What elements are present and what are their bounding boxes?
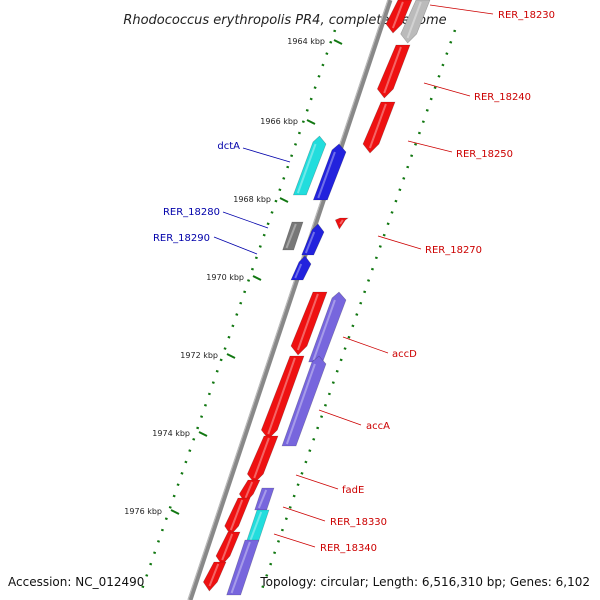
kbp-ticks: 1964 kbp 1966 kbp 1968 kbp 1970 kbp 1972 kbp… [124, 37, 343, 516]
label-leader-line [295, 474, 339, 490]
gene-accd [308, 291, 347, 363]
kbp-tick-mark [226, 353, 236, 359]
gene-label: dctA [217, 141, 240, 152]
gene-acca [281, 355, 327, 447]
gene-label: RER_18230 [498, 10, 555, 21]
gene-rer-18330-cyan-shine [249, 511, 263, 541]
label-leader-line [222, 211, 269, 229]
kbp-tick-label: 1976 kbp [124, 507, 162, 516]
gene-rer-18230-shine [391, 1, 404, 29]
kbp-tick-label: 1968 kbp [233, 195, 271, 204]
gene-labels: RER_18230 RER_18240 RER_18250 RER_18270 accD… [153, 4, 555, 554]
kbp-tick-label: 1970 kbp [206, 273, 244, 282]
label-leader-line [407, 140, 453, 153]
gene-rer-18290-shine [294, 263, 303, 279]
label-leader-line [213, 236, 258, 255]
gene-rer-18240-shine [383, 46, 402, 94]
gene-rer-18330-shine [229, 499, 244, 531]
gene-rer-18330 [224, 497, 251, 536]
gene-features [202, 0, 431, 596]
gene-label: RER_18270 [425, 245, 482, 256]
gene-dcta-shine [296, 143, 317, 194]
gene-dcta-plus-shine [317, 151, 336, 199]
gene-fade-small-shine [244, 481, 254, 499]
kbp-tick-mark [252, 275, 262, 281]
gene-rer-18340-purple [226, 539, 260, 596]
gene-rer-18230-partner [400, 0, 431, 44]
gene-rer-18330-purple-shine [257, 489, 268, 509]
gene-rer-18280-plus [301, 223, 325, 256]
label-leader-line [429, 4, 494, 15]
gene-rer-18330-purple [254, 487, 275, 511]
gene-label: accD [392, 349, 417, 360]
gene-label: RER_18240 [474, 92, 531, 103]
gene-label: accA [366, 421, 390, 432]
gene-label: fadE [342, 485, 364, 496]
kbp-tick-mark [333, 39, 343, 45]
gene-acca-left [260, 355, 305, 440]
kbp-tick-mark [198, 431, 208, 437]
gene-rer-18290 [290, 255, 312, 281]
label-leader-line [273, 533, 316, 548]
genome-backbone-highlight [187, 0, 389, 600]
gene-fade [246, 435, 279, 484]
gene-rer-18230-partner-shine [406, 1, 422, 39]
label-leader-line [423, 82, 471, 97]
label-leader-line [282, 506, 326, 522]
map-title: Rhodococcus erythropolis PR4, complete g… [123, 13, 446, 28]
gene-rer-18240 [376, 44, 411, 99]
gene-label: RER_18340 [320, 543, 377, 554]
gene-accd-left [290, 291, 328, 356]
label-leader-line [342, 336, 389, 354]
gene-rer-18250-shine [368, 103, 387, 149]
label-leader-line [242, 147, 291, 163]
gene-rer-18230 [385, 0, 413, 34]
gene-rer-18350 [202, 561, 227, 592]
kbp-tick-label: 1974 kbp [152, 429, 190, 438]
gene-dcta [292, 135, 327, 196]
gene-dcta-plus [312, 143, 347, 201]
outer-right-guide [258, 29, 457, 596]
gene-label: RER_18330 [330, 517, 387, 528]
label-leader-line [377, 235, 422, 250]
gene-rer-18350-shine [208, 563, 220, 587]
gene-rer-18340-purple-shine [230, 541, 251, 594]
kbp-tick-mark [306, 119, 316, 125]
gene-label: RER_18280 [163, 207, 220, 218]
kbp-tick-label: 1966 kbp [260, 117, 298, 126]
gene-rer-18280-shine [285, 223, 297, 249]
kbp-tick-mark [170, 509, 180, 515]
gene-acca-shine [285, 363, 316, 445]
gene-label: RER_18250 [456, 149, 513, 160]
accession-text: Accession: NC_012490 [8, 575, 144, 589]
gene-accd-shine [312, 299, 336, 361]
gene-acca-left-shine [267, 357, 296, 435]
gene-fade-shine [253, 437, 270, 479]
gene-rer-18280-plus-shine [304, 231, 316, 254]
gene-rer-18270-shine [339, 219, 344, 225]
kbp-tick-label: 1964 kbp [287, 37, 325, 46]
kbp-tick-mark [279, 197, 289, 203]
gene-rer-18250 [362, 101, 396, 154]
label-leader-line [318, 409, 362, 426]
genome-summary-text: Topology: circular; Length: 6,516,310 bp… [259, 575, 590, 589]
gene-label: RER_18290 [153, 233, 210, 244]
gene-rer-18340-shine [221, 533, 234, 561]
gene-rer-18330-cyan [245, 509, 270, 543]
genome-backbone [187, 0, 393, 600]
gene-rer-18340 [215, 531, 241, 566]
gene-rer-18270 [334, 217, 349, 230]
gene-rer-18280 [282, 221, 304, 251]
kbp-tick-label: 1972 kbp [180, 351, 218, 360]
gene-accd-left-shine [296, 293, 319, 351]
